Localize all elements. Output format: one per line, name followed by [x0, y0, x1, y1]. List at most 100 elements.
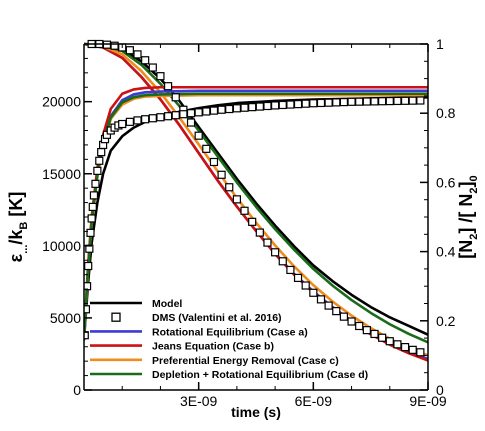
legend-label: DMS (Valentini et al. 2016) [152, 312, 282, 324]
dms-point [293, 273, 303, 282]
y-left-title-sub: ... [18, 245, 30, 254]
y-right-tick-label: 0.6 [436, 174, 456, 190]
dms-point [84, 331, 89, 340]
dms-point [416, 348, 425, 357]
legend-label: Jeans Equation (Case b) [152, 341, 274, 353]
dms-point [324, 98, 333, 107]
dms-point [186, 118, 196, 127]
dms-point [385, 96, 394, 106]
legend-label: Preferential Energy Removal (Case c) [152, 355, 339, 367]
dms-point [171, 93, 180, 102]
dms-point [93, 166, 102, 175]
dms-point [148, 63, 157, 72]
y-left-tick-label: 20000 [42, 94, 81, 110]
y-right-tick-label: 0 [436, 382, 444, 398]
dms-point [370, 97, 379, 106]
y-left-tick-label: 10000 [42, 238, 81, 254]
dms-point [156, 72, 165, 81]
dms-point [301, 281, 310, 290]
dms-point [263, 101, 272, 111]
y-left-title-sub: B [18, 222, 30, 230]
dms-point [209, 106, 219, 115]
dms-point [217, 170, 226, 179]
dms-point [163, 112, 173, 121]
dms-point [339, 312, 349, 321]
dms-point [202, 144, 211, 153]
dms-point [263, 238, 272, 247]
series-line-left-8 [84, 85, 428, 341]
dms-point [248, 217, 257, 226]
dms-point [86, 228, 95, 237]
dms-point [186, 109, 196, 118]
axis-labels: 3E-09 6E-09 9E-090500010000150002000000.20… [6, 36, 480, 420]
dms-point [416, 96, 425, 105]
series-line-left-10 [84, 92, 428, 341]
y-right-axis-title: [N2] /[ N2]0 [456, 175, 480, 258]
dms-point [97, 148, 106, 157]
dms-point [324, 301, 333, 310]
dms-point [84, 261, 93, 271]
dms-point [362, 326, 371, 335]
dms-point [293, 100, 303, 109]
dms-point [278, 257, 287, 266]
dms-point [271, 248, 280, 257]
y-right-title-part: [N [456, 240, 476, 259]
legend-marker-square [111, 312, 121, 322]
dms-point [362, 97, 371, 106]
y-right-tick-label: 1 [436, 36, 444, 52]
series-layer [84, 39, 428, 362]
dms-point [332, 98, 341, 107]
y-right-title-sub: 2 [468, 187, 480, 193]
dms-point [339, 97, 349, 107]
dms-point [400, 96, 410, 105]
y-left-title-part: [K] [6, 192, 26, 222]
dms-point [217, 105, 226, 114]
dms-point [202, 107, 211, 116]
dms-point [194, 131, 203, 140]
x-tick-label: 3E-09 [180, 393, 218, 409]
dms-point [240, 206, 249, 215]
y-left-axis-title: ε.../kB [K] [6, 192, 30, 263]
dms-point [171, 111, 180, 120]
legend-label: Model [152, 298, 182, 310]
y-left-title-part: ε [6, 253, 26, 262]
dms-point [89, 191, 99, 200]
dms-point [347, 317, 356, 326]
dms-point [91, 179, 100, 188]
dms-point [347, 97, 356, 106]
dms-point [240, 103, 249, 112]
dms-point [393, 96, 402, 106]
dms-point [87, 214, 96, 223]
dms-point [255, 228, 264, 237]
dms-point [156, 113, 165, 122]
dms-point [301, 99, 310, 108]
dms-point [370, 329, 379, 339]
y-right-title-part: ] /[ N [456, 194, 476, 234]
dms-point [125, 46, 134, 55]
dms-point [316, 98, 326, 108]
axes-layer [83, 43, 429, 391]
y-left-tick-label: 0 [73, 382, 81, 398]
x-tick-label: 6E-09 [295, 393, 333, 409]
dms-point [378, 333, 387, 342]
dms-point [332, 307, 341, 316]
dms-point [125, 117, 134, 126]
dms-point [286, 100, 295, 109]
legend: Model DMS (Valentini et al. 2016) Rotation… [90, 298, 368, 381]
dms-point [163, 82, 173, 91]
dms-point [278, 100, 287, 110]
dms-point [95, 156, 104, 165]
legend-label: Rotational Equilibrium (Case a) [152, 326, 308, 338]
series-line-right-4 [84, 42, 428, 344]
y-left-tick-label: 15000 [42, 166, 81, 182]
dms-point [271, 101, 280, 110]
y-left-tick-label: 5000 [50, 310, 81, 326]
dms-point [110, 41, 119, 50]
dms-point [225, 104, 234, 114]
dms-point [141, 115, 150, 124]
dms-point [133, 50, 142, 59]
dms-point [232, 195, 241, 204]
dms-point [84, 282, 92, 291]
dms-point [309, 288, 318, 297]
